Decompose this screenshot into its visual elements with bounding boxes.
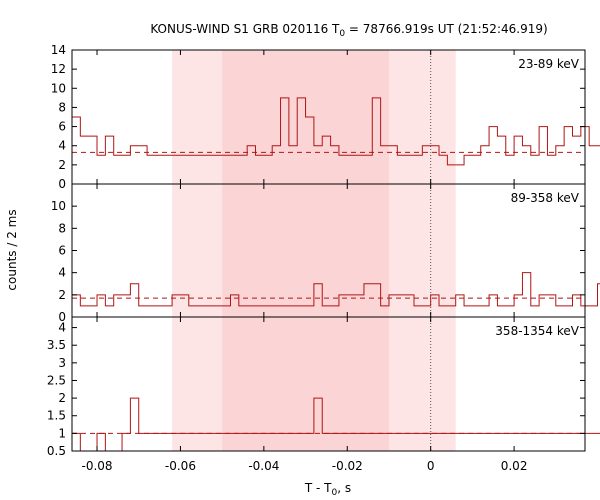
y-tick-label: 14	[51, 43, 66, 57]
shaded-band-2	[222, 184, 389, 317]
y-tick-label: 1	[58, 426, 66, 440]
y-tick-label: 0	[58, 310, 66, 324]
y-tick-label: 10	[51, 199, 66, 213]
y-tick-label: 8	[58, 100, 66, 114]
panel-3: 0.5 1 1.5 2 2.5 3 3.5 4 358-1354 keV	[47, 316, 600, 458]
y-tick-label: 12	[51, 62, 66, 76]
x-tick-label: 0.02	[501, 459, 528, 473]
x-tick-label: -0.02	[332, 459, 363, 473]
panel-2: 0 2 4 6 8 10 89-358 keV	[51, 183, 600, 324]
x-axis-label: T - T0, s	[304, 481, 351, 498]
series-line	[72, 397, 600, 452]
y-tick-label: 0	[58, 177, 66, 191]
y-tick-label: 2	[58, 391, 66, 405]
y-tick-label: 6	[58, 120, 66, 134]
panel-label: 89-358 keV	[511, 191, 580, 205]
panel-label: 358-1354 keV	[495, 324, 579, 338]
y-tick-label: 6	[58, 244, 66, 258]
x-tick-label: -0.06	[165, 459, 196, 473]
y-tick-label: 2	[58, 158, 66, 172]
chart-title: KONUS-WIND S1 GRB 020116 T0 = 78766.919s…	[150, 22, 547, 39]
y-tick-label: 4	[58, 266, 66, 280]
y-tick-label: 4	[58, 139, 66, 153]
x-tick-label: -0.08	[81, 459, 112, 473]
y-tick-label: 8	[58, 221, 66, 235]
y-tick-label: 10	[51, 81, 66, 95]
y-axis-label: counts / 2 ms	[5, 209, 19, 290]
x-tick-label: 0	[427, 459, 435, 473]
y-tick-label: 2.5	[47, 373, 66, 387]
series-line	[72, 272, 600, 307]
y-tick-label: 0.5	[47, 444, 66, 458]
x-tick-label: -0.04	[248, 459, 279, 473]
panel-1: 0 2 4 6 8 10 12 14 23-89 keV	[51, 43, 600, 191]
y-tick-label: 4	[58, 321, 66, 335]
panel-label: 23-89 keV	[518, 57, 580, 71]
shaded-band-2	[222, 317, 389, 451]
y-tick-label: 3.5	[47, 338, 66, 352]
panel-frame	[71, 316, 586, 452]
series-line	[72, 97, 600, 166]
y-tick-label: 3	[58, 356, 66, 370]
y-tick-label: 2	[58, 288, 66, 302]
y-tick-label: 1.5	[47, 409, 66, 423]
